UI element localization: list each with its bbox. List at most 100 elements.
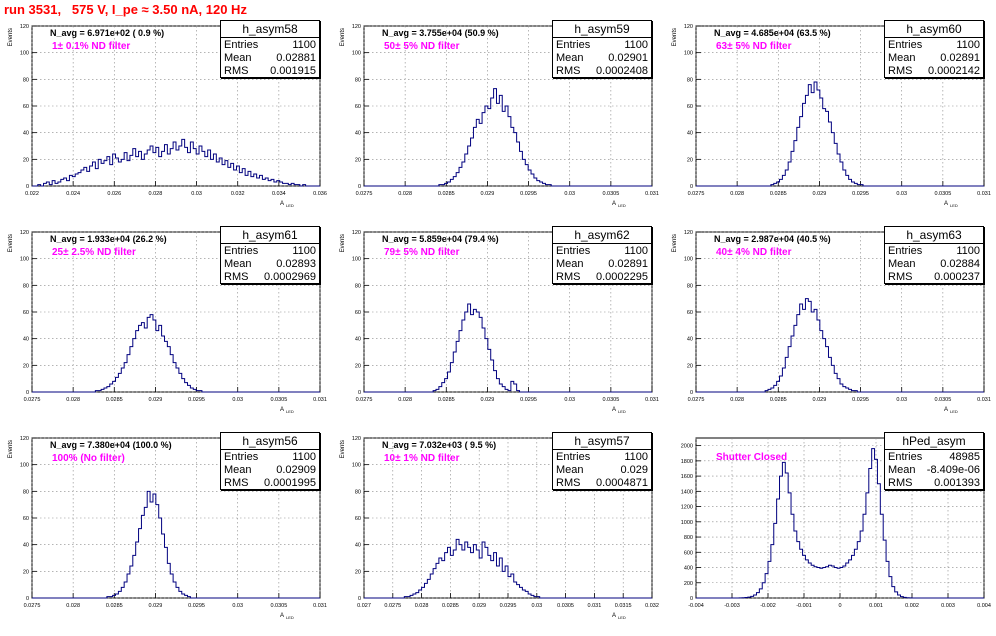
y-axis-label: Events — [340, 440, 346, 458]
x-tick-label: 0.0285 — [438, 191, 455, 197]
stats-label: Entries — [888, 451, 923, 463]
stats-box: hPed_asym Entries 48985 Mean -8.409e-06 RMS 0.… — [884, 432, 984, 490]
navg-label: N_avg = 1.933e+04 (26.2 %) — [50, 234, 167, 244]
y-tick-label: 60 — [23, 104, 29, 110]
stats-value: 1100 — [292, 245, 316, 257]
stats-value: 1100 — [624, 451, 648, 463]
histogram-svg-hPed_asym: -0.004 -0.003 -0.002 -0.001 0 0.001 0.002 0.003… — [681, 437, 991, 609]
stats-value: 0.02891 — [608, 258, 648, 270]
histogram-panel-h_asym61: 0.0275 0.028 0.0285 0.029 0.0295 0.03 0.0305 0.… — [0, 224, 332, 430]
y-tick-label: 0 — [690, 596, 693, 602]
y-tick-label: 80 — [687, 77, 693, 83]
x-tick-label: -0.002 — [760, 603, 776, 609]
x-tick-label: 0.0305 — [270, 397, 287, 403]
y-tick-label: 40 — [687, 337, 693, 343]
filter-label: 63± 5% ND filter — [716, 41, 792, 52]
y-tick-label: 600 — [684, 550, 693, 556]
x-tick-label: 0.03 — [896, 191, 907, 197]
x-tick-label: 0.0275 — [24, 603, 41, 609]
stats-value: 0.001915 — [270, 65, 316, 77]
x-tick-label: 0.0275 — [356, 397, 373, 403]
histogram-svg-h_asym60: 0.0275 0.028 0.0285 0.029 0.0295 0.03 0.0305 0.… — [672, 24, 991, 208]
y-tick-label: 80 — [23, 77, 29, 83]
x-tick-label: 0.028 — [149, 191, 163, 197]
stats-value: 0.02881 — [276, 52, 316, 64]
y-tick-label: 120 — [20, 230, 29, 236]
y-tick-label: 100 — [352, 257, 361, 263]
y-tick-label: 100 — [20, 257, 29, 263]
stats-label: Entries — [224, 245, 259, 257]
y-tick-label: 120 — [352, 24, 361, 30]
stats-row-entries: Entries 1100 — [553, 244, 651, 257]
x-tick-label: 0.031 — [977, 191, 991, 197]
histogram-panel-h_asym57: 0.027 0.0275 0.028 0.0285 0.029 0.0295 0.03 0.0… — [332, 430, 664, 636]
x-tick-label: 0.028 — [730, 191, 744, 197]
y-tick-label: 1200 — [681, 505, 693, 511]
x-tick-label: 0.031 — [977, 397, 991, 403]
x-axis-label: A — [612, 407, 616, 413]
y-tick-label: 100 — [20, 51, 29, 57]
navg-label: N_avg = 7.032e+03 ( 9.5 %) — [382, 440, 497, 450]
x-tick-label: 0.0305 — [270, 603, 287, 609]
stats-value: 0.02901 — [608, 52, 648, 64]
y-tick-label: 80 — [687, 283, 693, 289]
y-tick-label: 1000 — [681, 520, 693, 526]
stats-label: Mean — [224, 464, 252, 476]
x-tick-label: 0.027 — [357, 603, 371, 609]
x-tick-label: 0.031 — [313, 603, 327, 609]
y-tick-label: 0 — [358, 596, 361, 602]
x-tick-label: 0.0295 — [500, 603, 517, 609]
y-tick-label: 120 — [684, 24, 693, 30]
stats-label: Entries — [556, 451, 591, 463]
y-tick-label: 80 — [23, 283, 29, 289]
y-tick-label: 80 — [355, 283, 361, 289]
histogram-name: h_asym61 — [221, 227, 319, 244]
x-tick-label: 0.029 — [149, 397, 163, 403]
y-tick-label: 60 — [355, 516, 361, 522]
histogram-panel-h_asym59: 0.0275 0.028 0.0285 0.029 0.0295 0.03 0.0305 0.… — [332, 18, 664, 224]
stats-label: Entries — [556, 39, 591, 51]
y-tick-label: 80 — [355, 489, 361, 495]
x-axis-label-subscript: LED — [618, 203, 626, 208]
histogram-svg-h_asym58: 0.022 0.024 0.026 0.028 0.03 0.032 0.034 0.036 0… — [8, 24, 327, 208]
navg-label: N_avg = 5.859e+04 (79.4 %) — [382, 234, 499, 244]
navg-label: N_avg = 3.755e+04 (50.9 %) — [382, 28, 499, 38]
navg-label: N_avg = 4.685e+04 (63.5 %) — [714, 28, 831, 38]
stats-row-mean: Mean 0.029 — [553, 463, 651, 476]
y-tick-label: 1800 — [681, 459, 693, 465]
y-tick-label: 40 — [355, 337, 361, 343]
y-tick-label: 20 — [23, 157, 29, 163]
y-tick-label: 60 — [355, 310, 361, 316]
x-tick-label: 0.0295 — [188, 397, 205, 403]
histogram-line — [696, 448, 984, 599]
stats-value: 0.0002408 — [596, 65, 648, 77]
x-tick-label: 0.028 — [66, 397, 80, 403]
stats-value: 0.02909 — [276, 464, 316, 476]
stats-value: 0.000237 — [934, 271, 980, 283]
y-tick-label: 0 — [26, 596, 29, 602]
stats-label: Mean — [224, 258, 252, 270]
y-tick-label: 1600 — [681, 474, 693, 480]
x-tick-label: -0.001 — [796, 603, 812, 609]
x-axis-label-subscript: LED — [950, 409, 958, 414]
x-tick-label: 0.0295 — [188, 603, 205, 609]
stats-value: 0.0001995 — [264, 477, 316, 489]
x-axis-label: A — [280, 613, 284, 619]
x-tick-label: 0.029 — [813, 191, 827, 197]
x-tick-label: 0.031 — [645, 397, 659, 403]
stats-label: Mean — [888, 52, 916, 64]
y-tick-label: 60 — [355, 104, 361, 110]
stats-label: Entries — [224, 451, 259, 463]
stats-label: Entries — [888, 39, 923, 51]
stats-row-mean: Mean 0.02884 — [885, 257, 983, 270]
stats-value: 1100 — [292, 39, 316, 51]
stats-value: 48985 — [949, 451, 980, 463]
stats-value: 0.029 — [620, 464, 648, 476]
stats-row-rms: RMS 0.0002969 — [221, 270, 319, 283]
y-tick-label: 0 — [690, 390, 693, 396]
y-axis-label: Events — [340, 234, 346, 252]
x-tick-label: 0.03 — [564, 397, 575, 403]
y-tick-label: 200 — [684, 581, 693, 587]
y-tick-label: 20 — [23, 569, 29, 575]
x-tick-label: 0.0285 — [770, 191, 787, 197]
